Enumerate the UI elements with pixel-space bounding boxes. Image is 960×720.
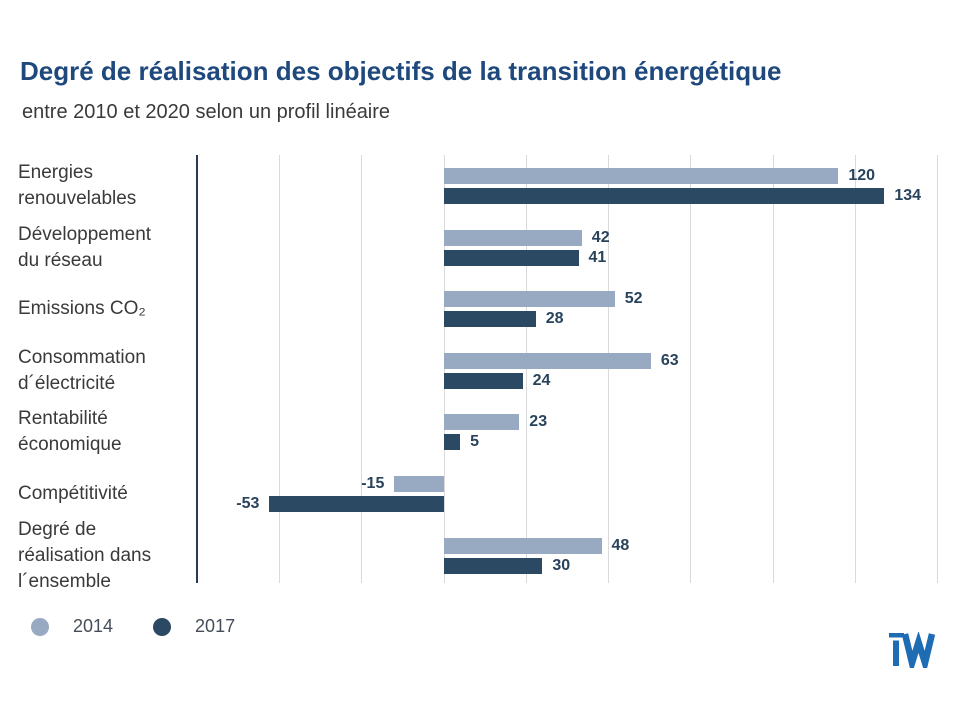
gridline-150 [937,155,938,583]
category-label-2: Emissions CO₂ [18,298,146,320]
bar-2014-group5 [394,476,444,492]
bar-value-2014-group2: 52 [624,290,643,308]
gridline-75 [690,155,692,583]
bar-2017-group1 [443,249,579,266]
bar-value-2014-group4: 23 [529,413,548,431]
gridline--25 [361,155,363,583]
gridline-50 [608,155,610,583]
gridline-100 [772,155,774,583]
bar-2017-group5 [269,496,444,512]
category-label-4: Rentabilité économique [18,408,122,456]
category-label-1: Développement du réseau [18,223,152,271]
bar-2014-group2 [443,291,615,308]
plot-area: 120 134 42 41 52 28 63 24 23 5 -15 -53 48 30 [196,155,938,583]
legend-label-2017: 2017 [195,616,236,636]
bar-value-2014-group1: 42 [591,228,610,246]
category-label-3: Consommation d´électricité [18,346,146,394]
y-axis-line [196,155,198,583]
bar-value-2017-group2: 28 [545,310,564,328]
bar-2014-group4 [443,414,520,431]
gridline-125 [854,155,856,583]
bar-value-2014-group0: 120 [848,167,876,184]
bar-chart: Energies renouvelables Développement du r… [0,155,960,592]
bar-value-2017-group1: 41 [588,248,607,266]
gridline--50 [279,155,281,583]
bar-value-2017-group5: -53 [236,495,260,512]
bar-value-2014-group5: -15 [361,475,385,492]
bar-value-2017-group4: 5 [470,433,480,451]
legend-swatch-2014 [31,617,49,636]
bar-value-2014-group6: 48 [611,536,630,554]
legend-label-2014: 2014 [73,616,114,636]
category-label-6: Degré de réalisation dans l´ensemble [18,518,152,592]
category-label-0: Energies renouvelables [18,162,137,209]
chart-subtitle: entre 2010 et 2020 selon un profil linéa… [22,101,391,123]
bar-2017-group2 [443,311,536,328]
bar-2014-group1 [443,229,582,246]
category-label-5: Compétitivité [18,483,128,504]
bar-value-2017-group3: 24 [532,371,551,389]
bar-2014-group6 [443,537,602,554]
bar-2017-group0 [443,188,885,204]
iw-logo [888,631,936,676]
bar-value-2017-group6: 30 [552,556,571,574]
bar-2014-group0 [443,168,839,184]
bar-value-2014-group3: 63 [660,351,679,369]
legend-swatch-2017 [153,617,172,636]
bar-value-2017-group0: 134 [894,187,922,204]
legend-item-2017: 2017 [153,616,235,637]
gridline-0 [443,155,445,583]
bar-2017-group6 [443,557,543,574]
chart-title: Degré de réalisation des objectifs de la… [20,56,782,86]
legend-item-2014: 2014 [31,616,113,637]
bar-2017-group3 [443,372,523,389]
bar-2014-group3 [443,352,651,369]
legend: 2014 2017 [31,616,235,637]
bar-2017-group4 [443,434,461,451]
gridline-25 [525,155,527,583]
category-labels-column: Energies renouvelables Développement du r… [18,155,190,592]
iw-logo-graphic [889,631,936,676]
